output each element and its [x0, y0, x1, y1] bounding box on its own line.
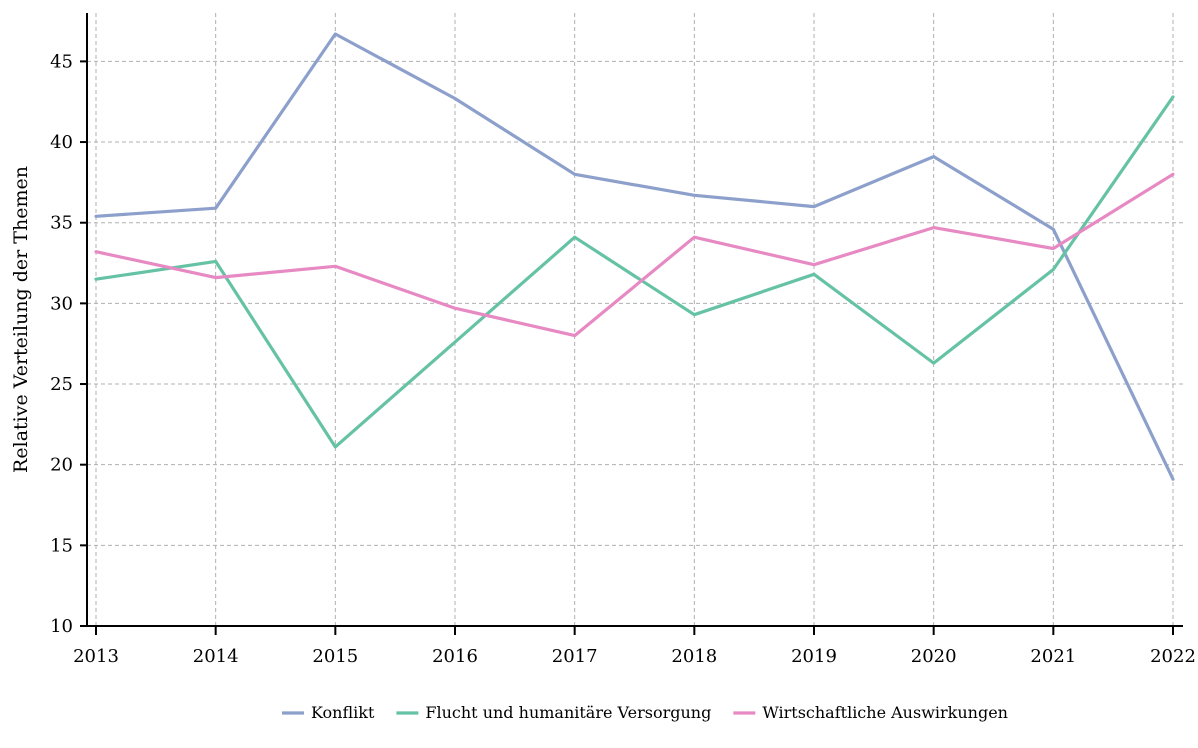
- y-tick-label: 15: [50, 535, 73, 556]
- x-tick-label: 2014: [193, 646, 239, 667]
- x-tick-label: 2018: [671, 646, 717, 667]
- legend-label: Wirtschaftliche Auswirkungen: [762, 703, 1008, 722]
- x-tick-label: 2017: [552, 646, 598, 667]
- legend: Konflikt Flucht und humanitäre Versorgung…: [282, 703, 1008, 722]
- y-tick-label: 20: [50, 455, 73, 476]
- legend-label: Flucht und humanitäre Versorgung: [425, 703, 711, 722]
- series-line: [94, 95, 1175, 449]
- y-tick-label: 30: [50, 293, 73, 314]
- x-tick-label: 2020: [911, 646, 957, 667]
- axes: [86, 13, 1183, 627]
- x-tick-label: 2021: [1030, 646, 1076, 667]
- x-tick-label: 2019: [791, 646, 837, 667]
- legend-label: Konflikt: [311, 703, 375, 722]
- grid: [87, 13, 1183, 626]
- x-tick-label: 2016: [432, 646, 478, 667]
- y-tick-label: 40: [50, 132, 73, 153]
- series-line: [94, 32, 1175, 481]
- y-tick-label: 45: [50, 51, 73, 72]
- tick-labels: 10 15 20 25 30 35 40 45 2013 2014 2015 2016 2017 2018…: [50, 51, 1196, 667]
- y-tick-label: 10: [50, 616, 73, 637]
- y-axis-title: Relative Verteilung der Themen: [10, 166, 32, 473]
- y-tick-label: 35: [50, 213, 73, 234]
- x-tick-label: 2013: [73, 646, 119, 667]
- x-tick-label: 2015: [312, 646, 358, 667]
- y-tick-label: 25: [50, 374, 73, 395]
- x-tick-label: 2022: [1150, 646, 1196, 667]
- series-lines: [94, 32, 1175, 481]
- series-line: [94, 172, 1175, 338]
